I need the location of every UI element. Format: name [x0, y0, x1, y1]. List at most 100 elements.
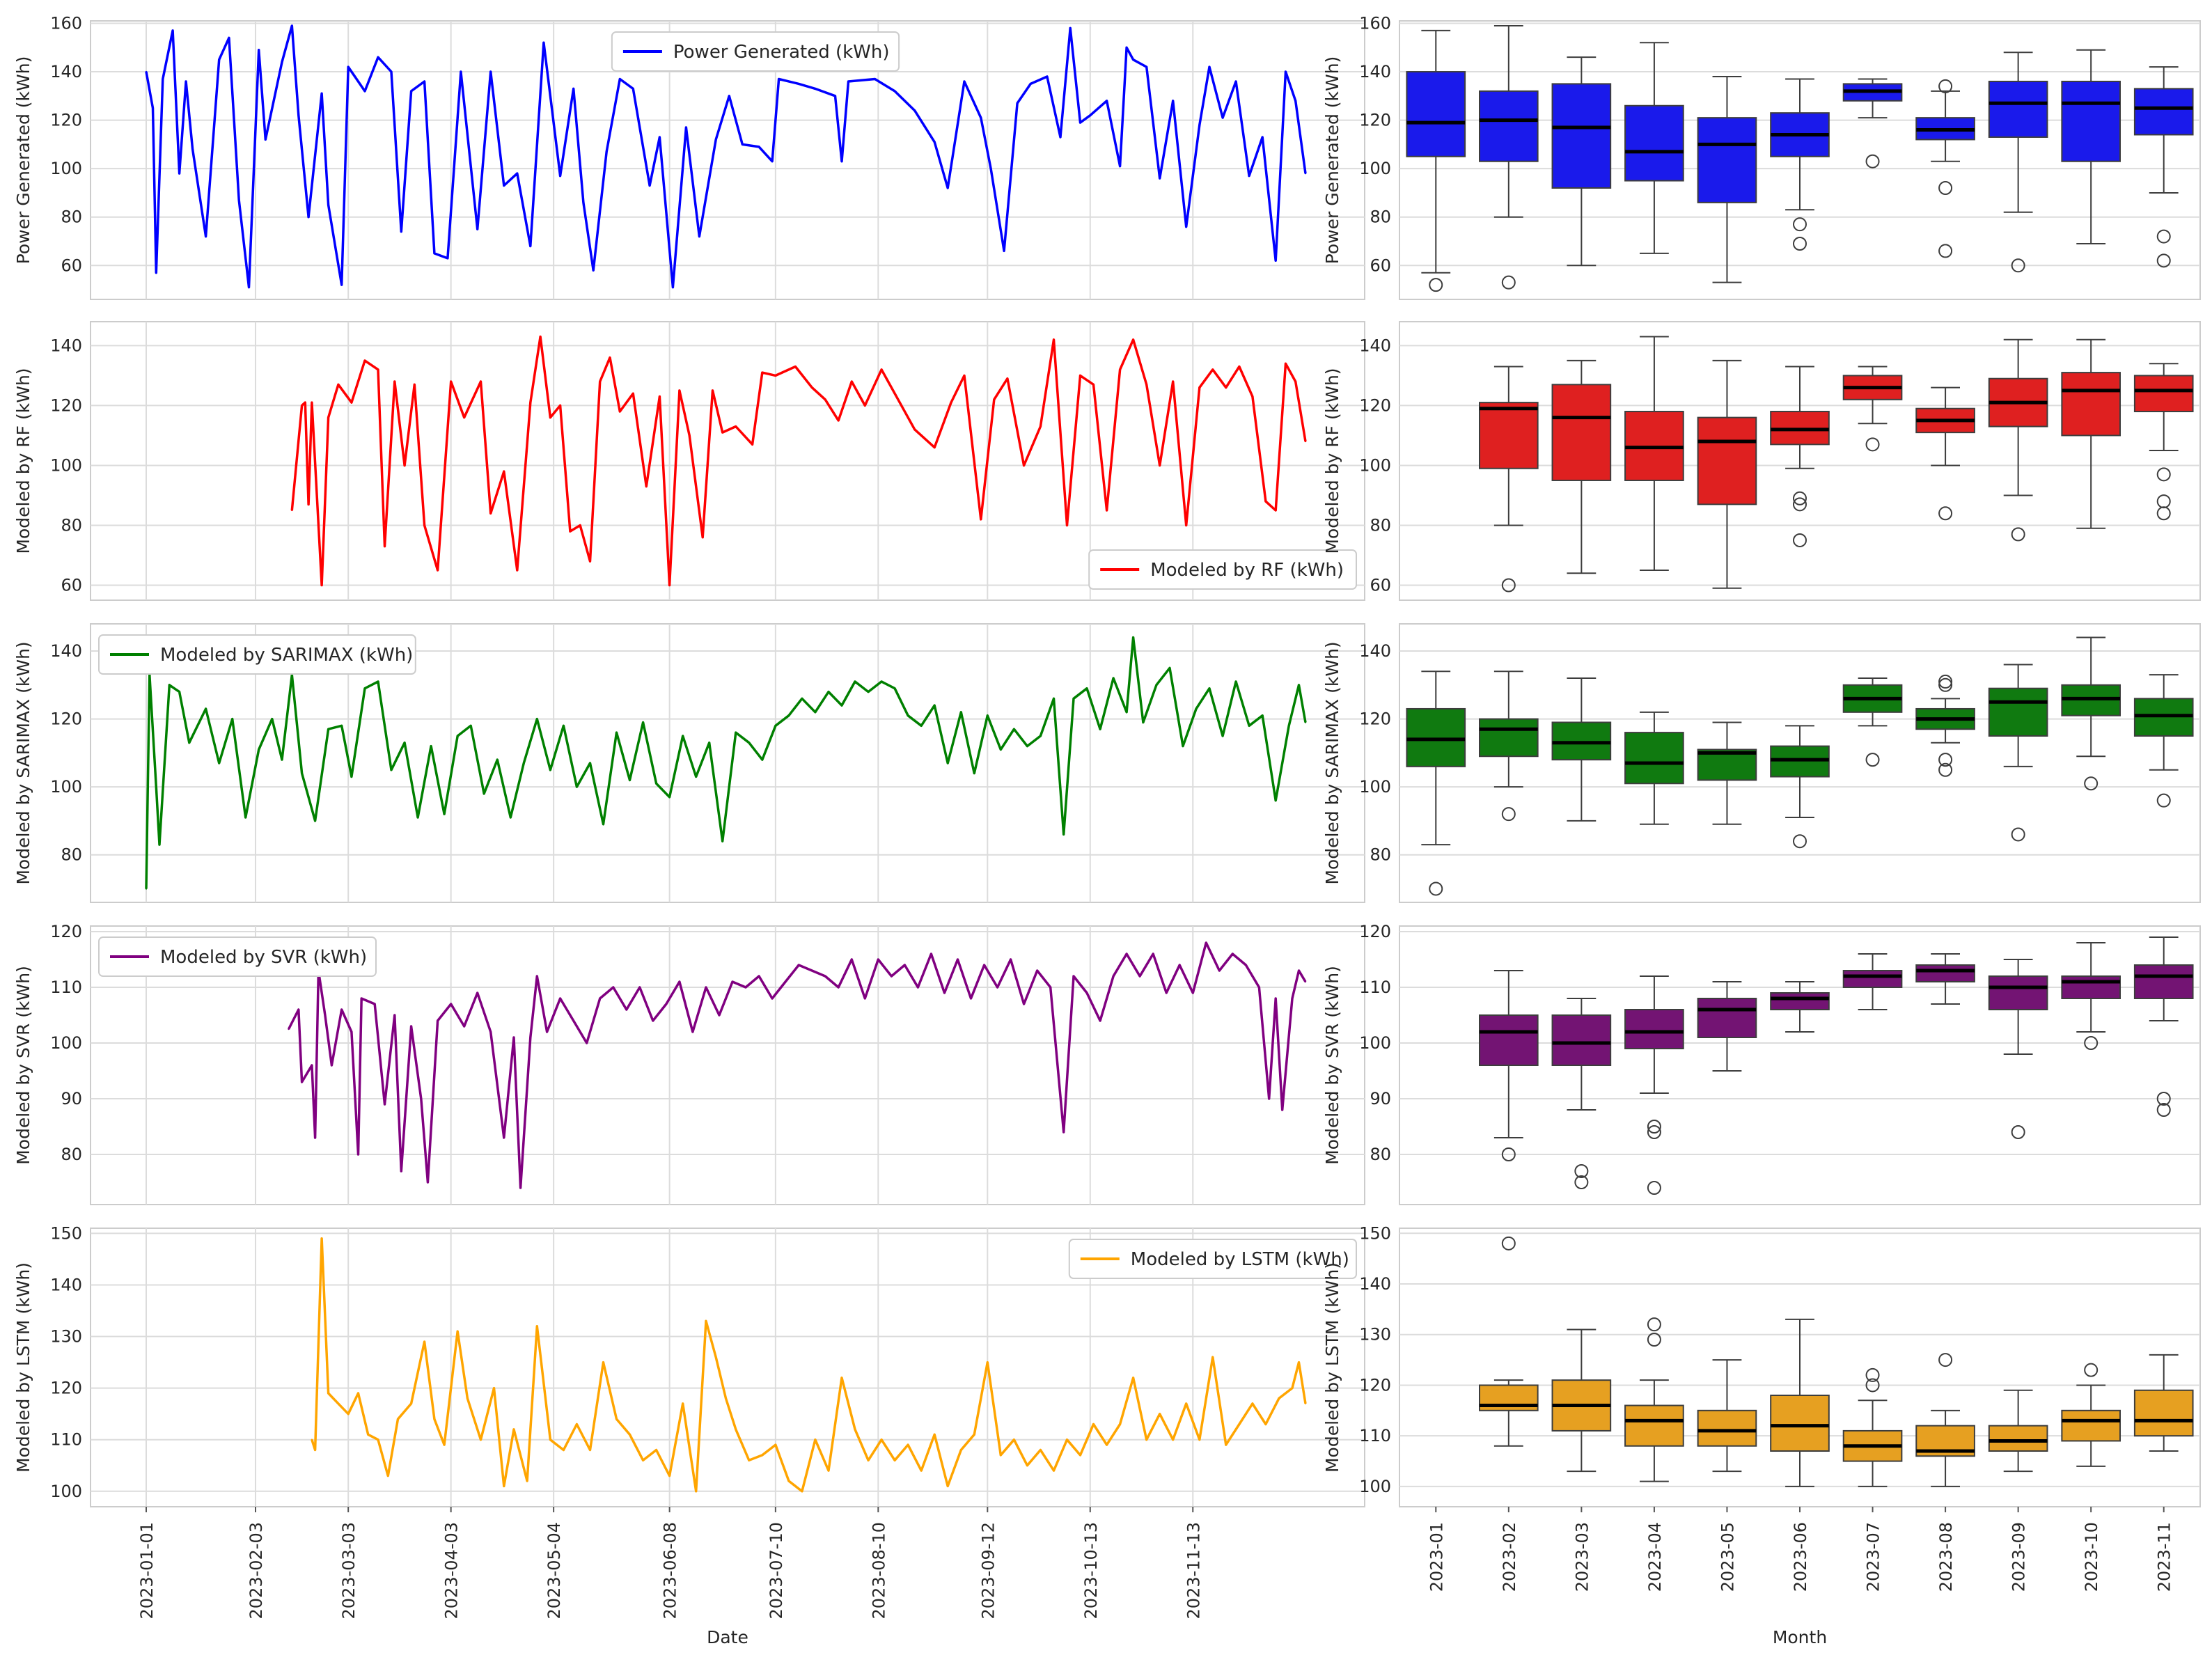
- outlier: [1793, 217, 1807, 232]
- data-point: [1089, 114, 1091, 116]
- data-point: [397, 1418, 399, 1420]
- data-point: [559, 175, 561, 177]
- data-point: [824, 975, 826, 978]
- y-tick-label: 120: [1359, 111, 1391, 130]
- data-point: [400, 230, 402, 233]
- y-tick-label: 100: [1359, 1477, 1391, 1496]
- data-point: [337, 384, 340, 386]
- y-axis-label: Modeled by SVR (kWh): [13, 966, 33, 1165]
- data-point: [615, 731, 618, 734]
- data-point: [934, 1434, 936, 1436]
- data-point: [427, 1181, 429, 1184]
- y-tick-label: 100: [50, 1482, 82, 1501]
- outlier: [1647, 1120, 1661, 1134]
- data-point: [996, 986, 998, 989]
- y-tick-label: 120: [1359, 395, 1391, 415]
- box-2023-02: [1479, 671, 1539, 822]
- data-point: [480, 380, 482, 383]
- data-point: [423, 1340, 425, 1343]
- outlier: [1865, 437, 1880, 452]
- data-point: [1106, 100, 1108, 102]
- data-point: [851, 380, 853, 383]
- data-point: [476, 228, 478, 230]
- outlier: [1793, 533, 1807, 547]
- data-point: [281, 758, 283, 761]
- y-tick-label: 90: [1370, 1089, 1391, 1108]
- data-point: [688, 434, 691, 437]
- box-body: [1697, 416, 1757, 505]
- data-point: [1294, 100, 1296, 102]
- data-point: [1264, 1423, 1267, 1425]
- box-chart-2: 60 80 100 120 140 Modeled by RF (kWh): [1322, 321, 2201, 601]
- data-point: [307, 216, 310, 218]
- data-point: [735, 731, 737, 734]
- box-2023-05: [1697, 76, 1757, 283]
- data-point: [291, 509, 293, 512]
- data-point: [569, 530, 572, 533]
- data-point: [880, 680, 883, 683]
- data-point: [1221, 116, 1224, 119]
- data-point: [1006, 377, 1009, 379]
- data-point: [629, 1434, 631, 1436]
- data-point: [761, 1454, 764, 1457]
- box-body: [1988, 687, 2048, 737]
- data-point: [410, 1402, 412, 1405]
- box-2023-11: [2133, 1354, 2194, 1452]
- data-point: [363, 359, 366, 362]
- data-point: [824, 398, 826, 401]
- data-point: [1066, 1438, 1068, 1441]
- data-point: [350, 776, 353, 778]
- data-point: [529, 401, 532, 404]
- data-point: [387, 1475, 389, 1477]
- data-point: [963, 375, 966, 377]
- data-point: [377, 680, 379, 683]
- outlier: [2156, 467, 2171, 482]
- box-body: [1988, 1425, 2048, 1452]
- data-point: [311, 1064, 313, 1067]
- data-point: [512, 1428, 515, 1431]
- outlier: [1938, 1353, 1953, 1367]
- data-point: [377, 56, 379, 58]
- data-point: [347, 1413, 350, 1415]
- data-point: [1026, 745, 1028, 747]
- data-point: [904, 964, 906, 966]
- data-point: [423, 80, 425, 83]
- data-point: [433, 1418, 436, 1420]
- data-point: [708, 742, 710, 744]
- box-2023-01: [1406, 671, 1466, 896]
- data-point: [1304, 721, 1307, 723]
- data-point: [265, 139, 267, 141]
- data-point: [840, 1377, 843, 1379]
- data-point: [712, 389, 714, 392]
- data-point: [423, 524, 425, 526]
- box-2023-09: [1988, 664, 2048, 842]
- box-2023-10: [2061, 49, 2121, 244]
- data-point: [297, 114, 300, 116]
- data-point: [1003, 250, 1005, 252]
- data-point: [377, 1438, 379, 1441]
- y-tick-label: 140: [1359, 1274, 1391, 1294]
- data-point: [516, 569, 518, 572]
- data-point: [784, 980, 787, 983]
- y-tick-label: 60: [1370, 575, 1391, 595]
- data-point: [917, 986, 919, 989]
- data-point: [645, 485, 648, 487]
- data-point: [742, 143, 744, 146]
- data-point: [1119, 165, 1121, 167]
- data-point: [1119, 368, 1121, 371]
- y-tick-label: 140: [1359, 641, 1391, 661]
- data-point: [606, 150, 608, 153]
- data-point: [576, 1423, 578, 1425]
- data-point: [705, 1320, 707, 1322]
- data-point: [1221, 735, 1224, 737]
- box-body: [1915, 964, 1975, 982]
- data-point: [930, 952, 932, 955]
- data-point: [778, 78, 780, 80]
- data-point: [393, 380, 395, 383]
- outlier: [2156, 1103, 2171, 1117]
- y-axis-label: Modeled by RF (kWh): [13, 368, 33, 554]
- legend-label: Modeled by RF (kWh): [1150, 560, 1344, 581]
- y-tick-label: 130: [1359, 1325, 1391, 1345]
- box-2023-08: [1915, 1353, 1975, 1487]
- box-body: [2133, 964, 2194, 999]
